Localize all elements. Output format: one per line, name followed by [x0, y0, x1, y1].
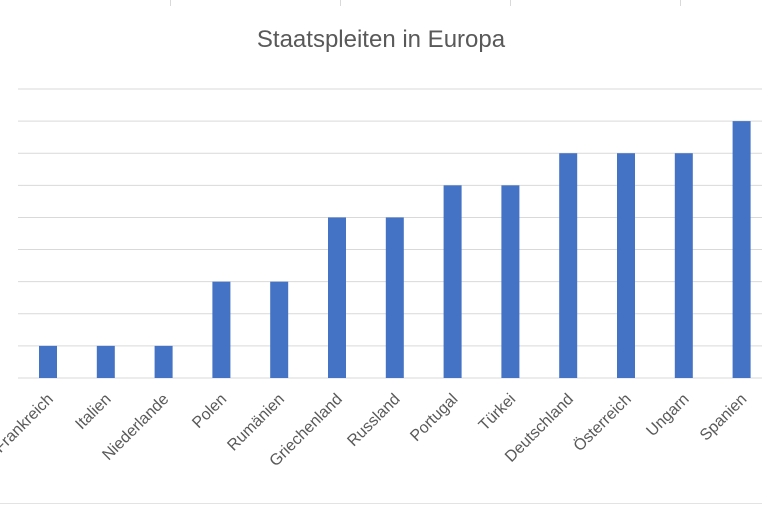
x-tick-label: Russland [344, 391, 403, 450]
cell-gridline [0, 503, 762, 504]
cell-gridline [170, 0, 171, 6]
bar-niederlande[interactable] [154, 345, 173, 378]
chart-title: Staatspleiten in Europa [256, 26, 506, 53]
cell-gridline [340, 0, 341, 6]
x-tick-label: Frankreich [0, 391, 57, 456]
bar-rumänien[interactable] [270, 281, 289, 378]
x-tick-label: Portugal [407, 391, 461, 445]
bar-österreich[interactable] [617, 153, 635, 378]
x-tick-label: Polen [189, 391, 230, 432]
bar-russland[interactable] [385, 217, 404, 378]
cell-gridline [680, 0, 681, 6]
bar-spanien[interactable] [732, 121, 751, 378]
bar-deutschland[interactable] [559, 153, 578, 378]
bar-türkei[interactable] [501, 185, 520, 378]
bar-polen[interactable] [212, 281, 231, 378]
x-tick-label: Türkei [476, 391, 519, 434]
bar-ungarn[interactable] [674, 153, 693, 378]
x-tick-label: Italien [72, 391, 114, 433]
bar-portugal[interactable] [443, 185, 462, 378]
cell-gridline [510, 0, 511, 6]
x-tick-label: Österreich [570, 390, 635, 455]
x-tick-label: Ungarn [643, 391, 692, 440]
bar-frankreich[interactable] [39, 345, 57, 378]
chart-area[interactable]: Staatspleiten in Europa Frankreich Italie… [0, 6, 762, 502]
bar-griechenland[interactable] [328, 217, 346, 378]
x-tick-label: Spanien [697, 391, 751, 445]
bar-italien[interactable] [96, 345, 115, 378]
